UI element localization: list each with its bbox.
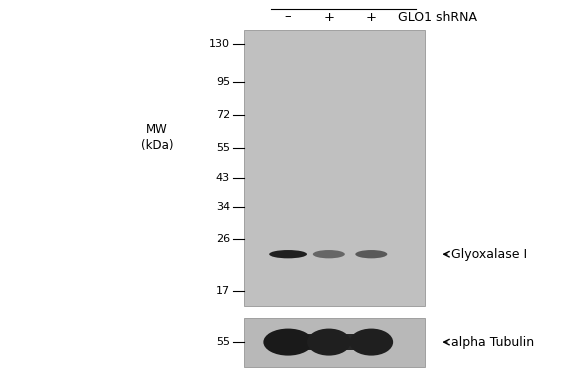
Text: 34: 34 [216,201,230,212]
Text: 130: 130 [209,39,230,48]
Ellipse shape [263,328,313,356]
Text: 55: 55 [216,143,230,153]
Text: 72: 72 [216,110,230,120]
Text: +: + [324,11,334,23]
FancyBboxPatch shape [244,318,425,367]
Text: 17: 17 [216,286,230,296]
Text: alpha Tubulin: alpha Tubulin [451,336,534,349]
Text: 55: 55 [216,337,230,347]
Text: 95: 95 [216,77,230,87]
Text: MW
(kDa): MW (kDa) [141,124,173,152]
Ellipse shape [349,328,393,356]
Ellipse shape [313,250,345,258]
FancyBboxPatch shape [268,334,389,350]
Ellipse shape [355,250,388,258]
Text: –: – [285,11,292,23]
Text: +: + [366,11,377,23]
Ellipse shape [269,250,307,258]
Text: 26: 26 [216,234,230,244]
Ellipse shape [307,328,350,356]
Text: GLO1 shRNA: GLO1 shRNA [398,11,477,23]
Text: 43: 43 [216,173,230,183]
Text: Glyoxalase I: Glyoxalase I [451,248,527,261]
FancyBboxPatch shape [244,30,425,306]
